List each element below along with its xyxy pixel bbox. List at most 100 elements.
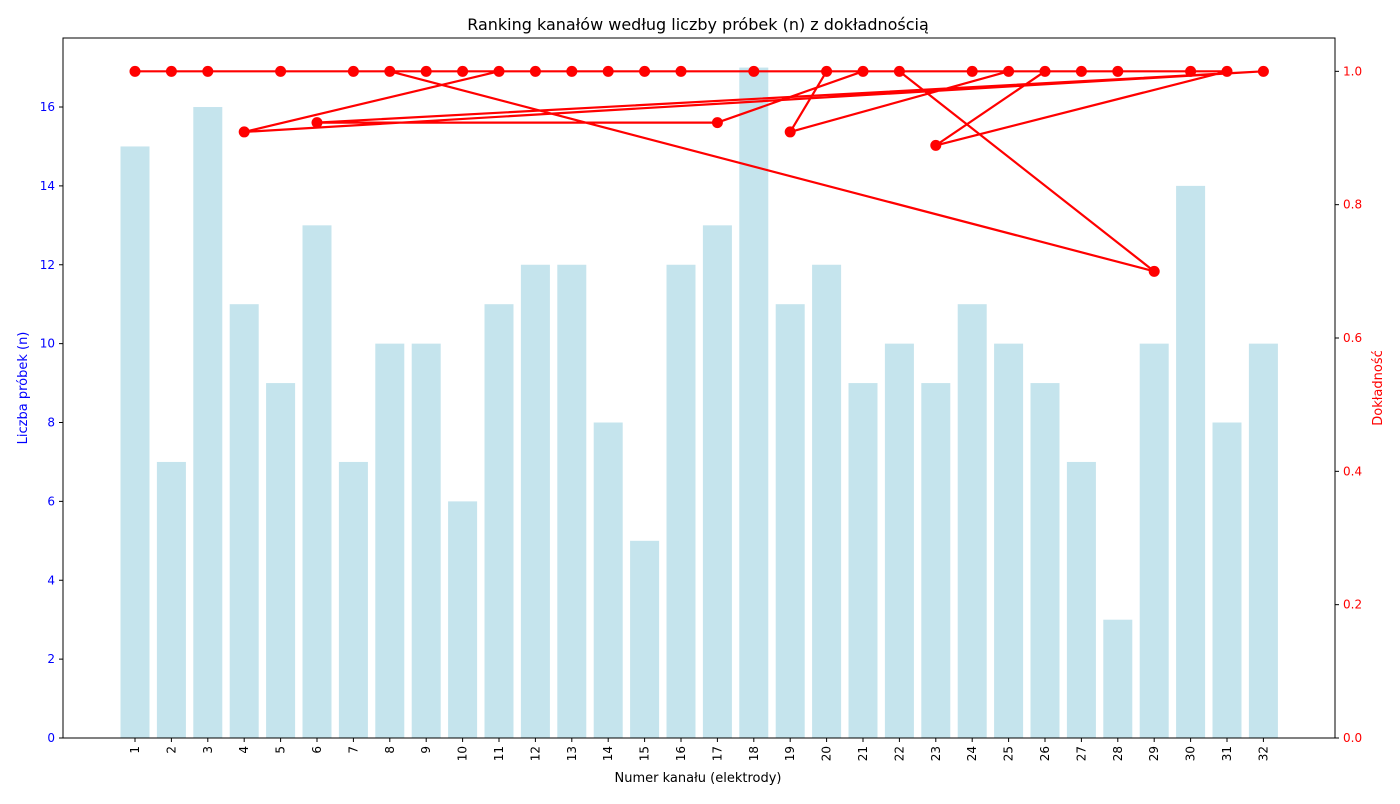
- x-tick-label: 26: [1038, 746, 1052, 761]
- y-right-tick-label: 0.2: [1343, 598, 1362, 612]
- bar-channel-26: [1030, 383, 1060, 738]
- x-tick-label: 28: [1111, 746, 1125, 761]
- x-axis-label: Numer kanału (elektrody): [615, 771, 782, 786]
- chart-title: Ranking kanałów według liczby próbek (n)…: [467, 15, 929, 34]
- accuracy-point-channel-24: [966, 65, 978, 77]
- bar-channel-19: [775, 304, 805, 738]
- x-tick-label: 7: [346, 746, 360, 754]
- x-tick-label: 24: [965, 746, 979, 761]
- bar-channel-32: [1248, 343, 1278, 738]
- x-tick-label: 11: [492, 746, 506, 761]
- x-tick-label: 21: [856, 746, 870, 761]
- bar-channel-21: [848, 383, 878, 738]
- accuracy-point-channel-7: [347, 65, 359, 77]
- bar-channel-17: [702, 225, 732, 738]
- accuracy-point-channel-29: [1148, 265, 1160, 277]
- x-tick-label: 14: [601, 746, 615, 761]
- x-tick-label: 12: [528, 746, 542, 761]
- accuracy-point-channel-1: [129, 65, 141, 77]
- x-tick-label: 4: [237, 746, 251, 754]
- x-tick-label: 9: [419, 746, 433, 754]
- bars-layer: [120, 67, 1278, 739]
- accuracy-point-channel-18: [748, 65, 760, 77]
- y-left-tick-label: 4: [47, 573, 55, 587]
- x-tick-label: 17: [710, 746, 724, 761]
- accuracy-point-channel-13: [566, 65, 578, 77]
- y-left-tick-label: 10: [40, 337, 55, 351]
- plot-frame: [62, 37, 1336, 739]
- y-left-tick-label: 14: [40, 179, 55, 193]
- bar-channel-10: [448, 501, 478, 738]
- y-axis-right-label: Dokładność: [1371, 350, 1386, 426]
- y-axis-left-label: Liczba próbek (n): [16, 332, 31, 445]
- x-tick-label: 3: [201, 746, 215, 754]
- x-tick-label: 10: [456, 746, 470, 761]
- x-tick-label: 31: [1220, 746, 1234, 761]
- bar-channel-11: [484, 304, 514, 738]
- accuracy-point-channel-26: [1039, 65, 1051, 77]
- accuracy-point-channel-32: [1257, 65, 1269, 77]
- bar-channel-12: [520, 264, 550, 738]
- accuracy-point-channel-12: [529, 65, 541, 77]
- x-tick-label: 25: [1002, 746, 1016, 761]
- bar-channel-30: [1176, 185, 1206, 738]
- x-tick-label: 2: [164, 746, 178, 754]
- x-tick-label: 15: [638, 746, 652, 761]
- x-tick-label: 1: [128, 746, 142, 754]
- accuracy-point-channel-23: [930, 139, 942, 151]
- x-tick-label: 5: [274, 746, 288, 754]
- bar-channel-15: [630, 540, 660, 738]
- x-tick-label: 23: [929, 746, 943, 761]
- accuracy-point-channel-31: [1221, 65, 1233, 77]
- y-right-tick-label: 0.8: [1343, 198, 1362, 212]
- x-tick-label: 18: [747, 746, 761, 761]
- accuracy-point-channel-27: [1075, 65, 1087, 77]
- y-left-tick-label: 16: [40, 100, 55, 114]
- bar-channel-27: [1066, 461, 1096, 738]
- bar-channel-8: [375, 343, 405, 738]
- bar-channel-18: [739, 67, 769, 739]
- x-tick-label: 29: [1147, 746, 1161, 761]
- x-tick-label: 8: [383, 746, 397, 754]
- bar-channel-23: [921, 383, 951, 738]
- accuracy-point-channel-6: [311, 117, 323, 129]
- bar-channel-25: [994, 343, 1024, 738]
- bar-channel-5: [266, 383, 296, 738]
- y-left-tick-label: 8: [47, 416, 55, 430]
- y-left-tick-label: 6: [47, 494, 55, 508]
- accuracy-point-channel-28: [1112, 65, 1124, 77]
- bar-channel-14: [593, 422, 623, 738]
- accuracy-point-channel-21: [857, 65, 869, 77]
- x-tick-label: 27: [1074, 746, 1088, 761]
- accuracy-point-channel-22: [893, 65, 905, 77]
- bar-channel-22: [884, 343, 914, 738]
- x-tick-label: 30: [1184, 746, 1198, 761]
- x-tick-label: 22: [892, 746, 906, 761]
- y-right-tick-label: 0.4: [1343, 464, 1362, 478]
- bar-channel-3: [193, 107, 223, 738]
- axes-layer: 1 2 3 4 5 6 7 8 9 10 11 12 13 14 15 16 17 18 19 20 21 22 23 24 2…: [40, 37, 1362, 761]
- x-tick-label: 20: [820, 746, 834, 761]
- accuracy-point-channel-25: [1003, 65, 1015, 77]
- bar-channel-16: [666, 264, 696, 738]
- bar-channel-9: [411, 343, 441, 738]
- x-tick-label: 6: [310, 746, 324, 754]
- bar-channel-13: [557, 264, 587, 738]
- accuracy-point-channel-20: [821, 65, 833, 77]
- bar-channel-7: [338, 461, 368, 738]
- x-tick-label: 19: [783, 746, 797, 761]
- bar-channel-31: [1212, 422, 1242, 738]
- accuracy-point-channel-30: [1185, 65, 1197, 77]
- accuracy-line-layer: [129, 65, 1269, 277]
- y-right-tick-label: 0.6: [1343, 331, 1362, 345]
- bar-channel-2: [156, 461, 186, 738]
- accuracy-point-channel-19: [784, 126, 796, 138]
- accuracy-point-channel-11: [493, 65, 505, 77]
- accuracy-point-channel-16: [675, 65, 687, 77]
- x-tick-label: 16: [674, 746, 688, 761]
- accuracy-point-channel-3: [202, 65, 214, 77]
- bar-channel-4: [229, 304, 259, 738]
- x-tick-label: 32: [1256, 746, 1270, 761]
